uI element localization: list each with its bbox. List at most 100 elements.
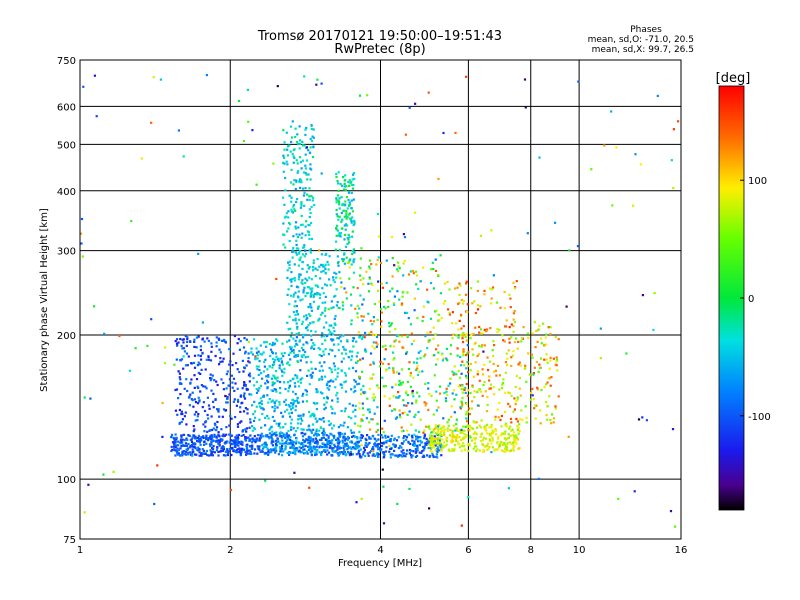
echo-point [208,407,211,410]
echo-point [332,326,335,329]
echo-point [286,438,289,442]
echo-point [327,435,330,438]
echo-point [282,154,285,157]
echo-point [428,507,431,510]
echo-point [402,233,405,236]
echo-point [316,284,319,287]
echo-point [339,452,342,455]
echo-point [288,263,291,266]
x-tick-label: 8 [528,545,534,556]
echo-point [222,381,225,385]
echo-point [300,204,303,207]
echo-point [494,415,497,418]
echo-point [334,355,337,358]
echo-point [287,227,290,230]
echo-point [292,390,295,393]
echo-point [512,350,515,353]
echo-point [298,147,301,150]
echo-point [458,293,461,297]
echo-point [211,440,214,443]
echo-point [412,272,415,275]
echo-point [377,433,380,436]
echo-point [319,293,322,296]
echo-point [437,444,440,447]
echo-point [438,424,441,427]
echo-point [250,351,253,354]
echo-point [351,366,355,369]
echo-point [392,351,395,354]
echo-point [432,429,435,432]
echo-point [273,432,276,436]
echo-point [216,420,219,424]
echo-point [298,258,301,261]
echo-point [181,418,184,421]
echo-point [431,444,435,447]
echo-point [348,236,351,239]
echo-point [314,451,317,454]
echo-point [291,153,294,156]
echo-point [284,446,287,450]
echo-point [470,439,474,442]
echo-point [226,453,229,457]
echo-point [301,419,304,422]
echo-point [161,435,164,438]
echo-point [298,180,301,183]
echo-point [350,207,353,210]
echo-point [337,454,340,457]
echo-point [267,435,270,439]
echo-point [476,308,480,311]
echo-point [404,455,407,458]
echo-point [349,441,352,444]
echo-point [473,438,476,441]
echo-point [432,337,435,340]
echo-point [304,187,307,190]
echo-point [443,391,446,395]
echo-point [408,487,411,490]
echo-point [185,448,188,451]
echo-point [545,401,548,404]
echo-point [173,437,176,440]
colorbar-tick-label: -100 [748,412,771,423]
echo-point [431,441,434,444]
echo-point [462,302,465,305]
echo-point [485,432,489,435]
echo-point [304,171,307,175]
echo-point [341,301,344,304]
echo-point [210,434,213,437]
echo-point [310,449,313,452]
stats-heading: Phases [630,25,662,35]
echo-point [394,339,397,342]
echo-point [296,198,299,201]
echo-point [317,434,320,437]
echo-point [427,446,430,450]
echo-point [365,270,368,273]
echo-point [290,442,293,446]
echo-point [248,380,251,383]
echo-point [476,404,479,407]
echo-point [314,446,317,449]
echo-point [557,338,560,341]
echo-point [436,358,439,361]
echo-point [327,380,330,383]
echo-point [497,446,501,449]
echo-point [368,451,371,454]
echo-point [221,446,224,449]
echo-point [323,443,326,446]
echo-point [359,454,362,457]
echo-point [294,300,297,303]
echo-point [491,288,494,291]
echo-point [350,304,353,307]
echo-point [536,386,539,389]
echo-point [258,418,261,421]
echo-point [215,336,218,339]
echo-point [393,340,396,343]
echo-point [420,441,423,444]
echo-point [300,354,303,357]
echo-point [356,351,359,354]
echo-point [309,314,312,317]
echo-point [389,438,392,441]
echo-point [472,432,475,435]
echo-point [174,388,177,392]
echo-point [486,395,489,399]
echo-point [187,434,190,437]
